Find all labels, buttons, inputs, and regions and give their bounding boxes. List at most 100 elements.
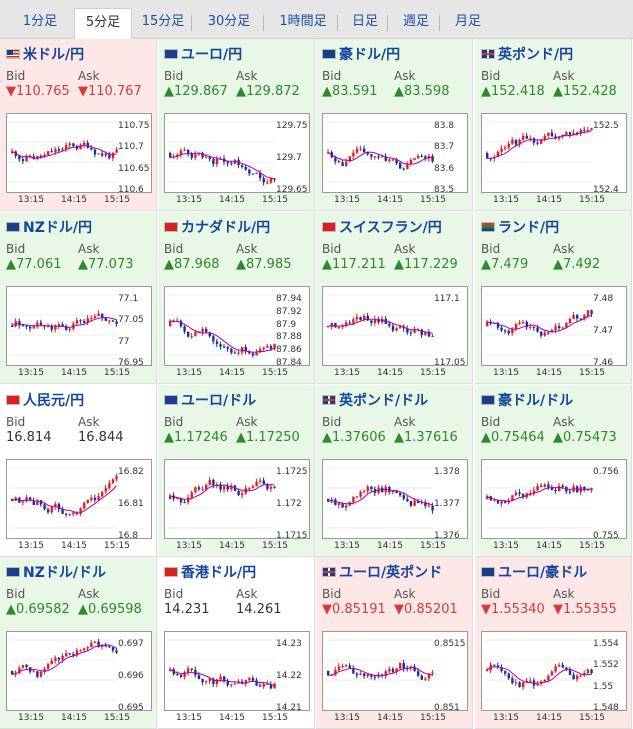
pair-name[interactable]: 人民元/円	[6, 390, 84, 410]
rate-card[interactable]: ユーロ/ドル Bid Ask ▲1.17246 ▲1.17250 1.1725 1.172 1…	[158, 385, 315, 557]
flag-icon	[164, 567, 178, 577]
pair-label[interactable]: ユーロ/豪ドル	[498, 565, 588, 581]
rate-card[interactable]: 香港ドル/円 Bid Ask 14.231 14.261 14.23 14.22 14.21 1…	[158, 557, 315, 729]
pair-label[interactable]: カナダドル/円	[181, 220, 271, 236]
candle-body	[205, 681, 208, 683]
pair-label[interactable]: NZドル/円	[23, 220, 92, 236]
y-tick-label: 16.8	[118, 531, 139, 541]
pair-label[interactable]: ユーロ/ドル	[181, 393, 257, 409]
pair-name[interactable]: 英ポンド/円	[481, 44, 573, 64]
candle-body	[355, 673, 359, 676]
ask-label: Ask	[78, 242, 100, 256]
tab-1[interactable]: 5分足	[74, 8, 132, 39]
pair-label[interactable]: 豪ドル/円	[339, 47, 401, 63]
candle-body	[420, 329, 423, 335]
rate-card[interactable]: ユーロ/円 Bid Ask ▲129.867 ▲129.872 129.75 129.7 12…	[158, 39, 315, 211]
pair-name[interactable]: 香港ドル/円	[164, 562, 256, 582]
pair-name[interactable]: ユーロ/ドル	[164, 390, 256, 410]
pair-label[interactable]: 英ポンド/ドル	[339, 393, 429, 409]
price-chart[interactable]	[164, 113, 310, 193]
candle-body	[518, 682, 521, 688]
pair-label[interactable]: スイスフラン/円	[339, 220, 442, 236]
price-chart[interactable]	[164, 286, 310, 366]
tab-6[interactable]: 週足	[402, 14, 429, 29]
candle-body	[583, 129, 586, 131]
price-chart[interactable]	[6, 631, 152, 711]
pair-name[interactable]: NZドル/円	[6, 217, 92, 237]
price-chart[interactable]	[322, 286, 468, 366]
flag-icon	[322, 49, 336, 59]
pair-name[interactable]: 豪ドル/ドル	[481, 390, 573, 410]
tab-3[interactable]: 30分足	[207, 14, 251, 29]
pair-name[interactable]: NZドル/ドル	[6, 562, 106, 582]
candle-body	[61, 324, 64, 327]
rates-grid: 米ドル/円 Bid Ask ▼110.765 ▼110.767 110.75 110.7 11…	[0, 39, 633, 729]
pair-label[interactable]: 豪ドル/ドル	[498, 393, 574, 409]
price-chart[interactable]	[164, 631, 310, 711]
price-chart[interactable]	[322, 113, 468, 193]
candle-body	[251, 486, 255, 489]
pair-name[interactable]: ユーロ/円	[164, 44, 242, 64]
pair-label[interactable]: NZドル/ドル	[23, 565, 106, 581]
rate-card[interactable]: NZドル/ドル Bid Ask ▲0.69582 ▲0.69598 0.697 0.696 0…	[0, 557, 157, 729]
pair-name[interactable]: スイスフラン/円	[322, 217, 442, 237]
pair-name[interactable]: 英ポンド/ドル	[322, 390, 428, 410]
rate-card[interactable]: NZドル/円 Bid Ask ▲77.061 ▲77.073 77.1 77.05 77 76.…	[0, 212, 157, 384]
candle-body	[406, 328, 409, 333]
rate-card[interactable]: 米ドル/円 Bid Ask ▼110.765 ▼110.767 110.75 110.7 11…	[0, 39, 157, 211]
pair-label[interactable]: 米ドル/円	[23, 47, 85, 63]
rate-card[interactable]: ユーロ/豪ドル Bid Ask ▼1.55340 ▼1.55355 1.554 1.552 1…	[475, 557, 632, 729]
price-chart[interactable]	[6, 113, 152, 193]
y-tick-label: 7.46	[593, 358, 614, 368]
rate-card[interactable]: 英ポンド/ドル Bid Ask ▲1.37606 ▲1.37616 1.378 1.377 1…	[316, 385, 473, 557]
rate-card[interactable]: 豪ドル/ドル Bid Ask ▲0.75464 ▲0.75473 0.756 0.755 13…	[475, 385, 632, 557]
pair-label[interactable]: 人民元/円	[23, 393, 85, 409]
x-tick-label: 13:15	[18, 541, 44, 551]
pair-name[interactable]: 米ドル/円	[6, 44, 84, 64]
price-chart[interactable]	[6, 459, 152, 539]
candle-body	[101, 644, 104, 648]
rate-card[interactable]: スイスフラン/円 Bid Ask ▲117.211 ▲117.229 117.1 117.0…	[316, 212, 473, 384]
bid-value: ▲1.17246	[164, 430, 228, 445]
pair-label[interactable]: 香港ドル/円	[181, 565, 257, 581]
candle-body	[266, 182, 269, 184]
tab-7[interactable]: 月足	[454, 14, 481, 29]
tab-0[interactable]: 1分足	[22, 14, 58, 29]
candle-body	[373, 676, 377, 678]
price-chart[interactable]	[164, 459, 310, 539]
pair-name[interactable]: ユーロ/英ポンド	[322, 562, 442, 582]
rate-card[interactable]: 人民元/円 Bid Ask 16.814 16.844 16.82 16.81 16.8 13:…	[0, 385, 157, 557]
rate-card[interactable]: カナダドル/円 Bid Ask ▲87.968 ▲87.985 87.94 87.92 87.…	[158, 212, 315, 384]
pair-name[interactable]: 豪ドル/円	[322, 44, 400, 64]
candle-body	[420, 675, 423, 680]
price-chart[interactable]	[481, 113, 627, 193]
price-chart[interactable]	[322, 631, 468, 711]
pair-label[interactable]: ランド/円	[498, 220, 560, 236]
tab-4[interactable]: 1時間足	[279, 14, 327, 29]
tab-separator	[337, 15, 338, 31]
candle-body	[511, 678, 514, 684]
y-axis-labels: 129.75 129.7 129.65	[276, 113, 314, 195]
price-chart[interactable]	[481, 631, 627, 711]
pair-name[interactable]: ランド/円	[481, 217, 559, 237]
tab-2[interactable]: 15分足	[141, 14, 185, 29]
pair-label[interactable]: ユーロ/英ポンド	[339, 565, 443, 581]
candle-body	[259, 480, 262, 482]
candle-body	[359, 148, 362, 150]
pair-name[interactable]: ユーロ/豪ドル	[481, 562, 587, 582]
candle-body	[391, 490, 395, 493]
price-chart[interactable]	[481, 286, 627, 366]
price-chart[interactable]	[322, 459, 468, 539]
price-chart[interactable]	[6, 286, 152, 366]
rate-card[interactable]: 豪ドル/円 Bid Ask ▲83.591 ▲83.598 83.8 83.7 83.6 83.…	[316, 39, 473, 211]
pair-name[interactable]: カナダドル/円	[164, 217, 270, 237]
candle-body	[194, 487, 197, 493]
pair-label[interactable]: ユーロ/円	[181, 47, 243, 63]
rate-card[interactable]: ランド/円 Bid Ask ▲7.479 ▲7.492 7.48 7.47 7.46 13:15…	[475, 212, 632, 384]
ask-label: Ask	[236, 415, 258, 429]
rate-card[interactable]: ユーロ/英ポンド Bid Ask ▼0.85191 ▼0.85201 0.8515 0.85…	[316, 557, 473, 729]
rate-card[interactable]: 英ポンド/円 Bid Ask ▲152.418 ▲152.428 152.5 152.4 13…	[475, 39, 632, 211]
tab-5[interactable]: 日足	[351, 14, 378, 29]
pair-label[interactable]: 英ポンド/円	[498, 47, 574, 63]
price-chart[interactable]	[481, 459, 627, 539]
